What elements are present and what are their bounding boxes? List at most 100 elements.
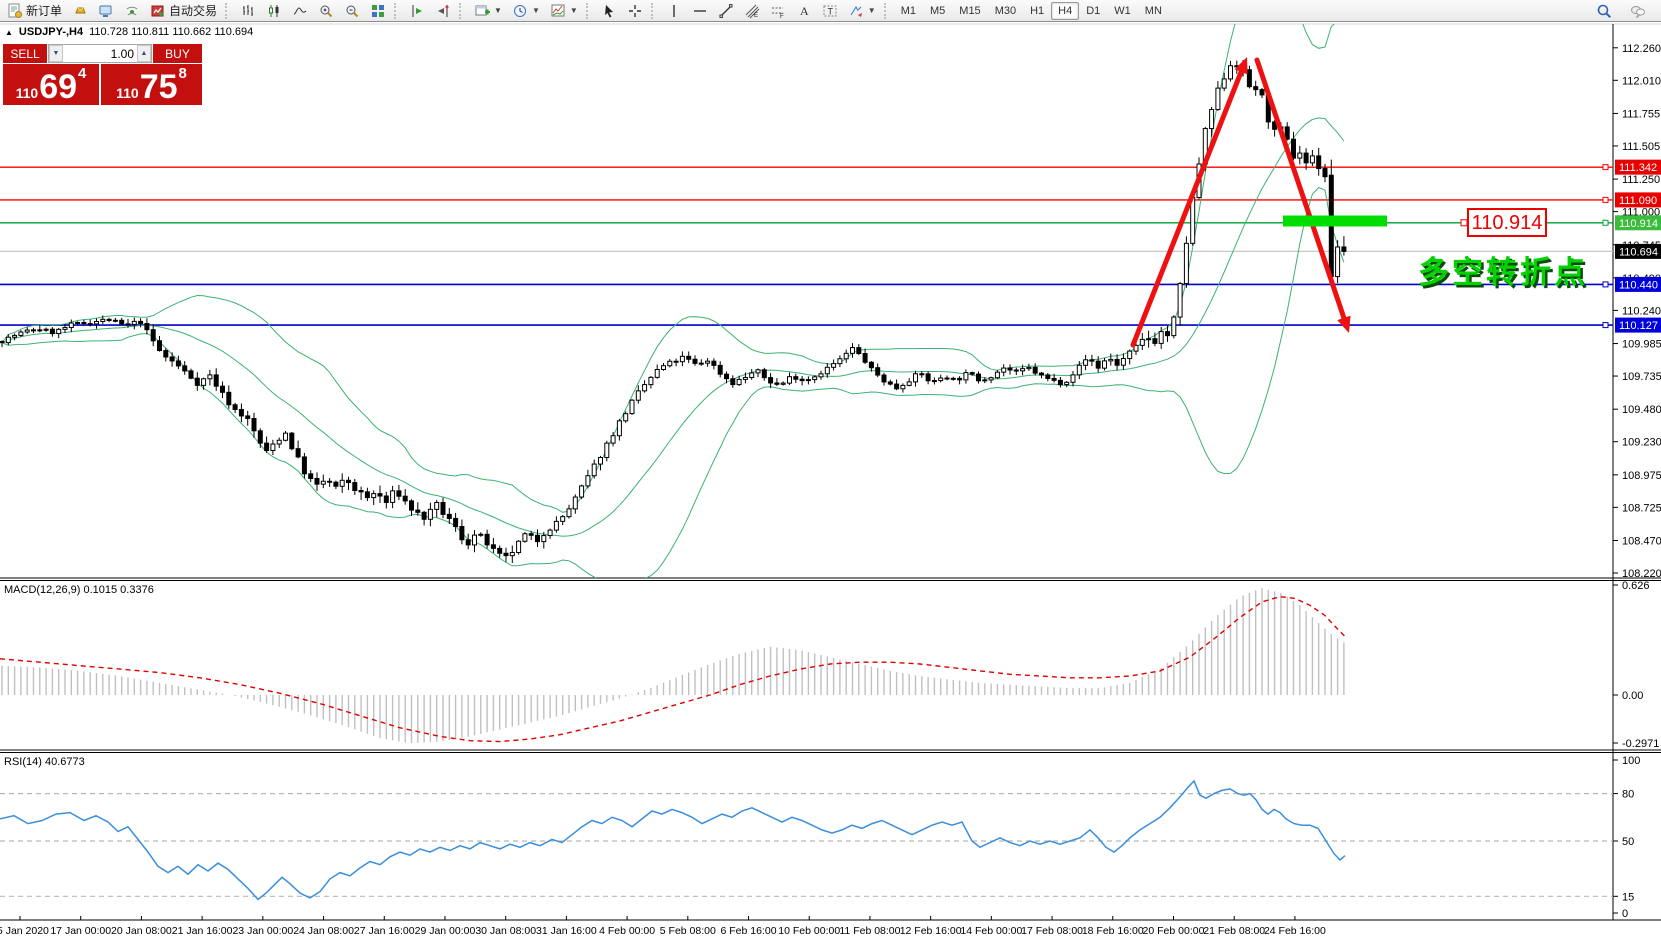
- time-axis-label: 24 Feb 16:00: [1264, 925, 1326, 937]
- shapes-icon[interactable]: ▼: [843, 2, 881, 20]
- sell-price-button[interactable]: 110 69 4: [3, 64, 99, 105]
- price-tick: 111.755: [1622, 108, 1660, 120]
- price-chart-canvas[interactable]: 110.914多空转折点多空转折点112.260112.010111.75511…: [0, 22, 1661, 943]
- price-tick: 112.010: [1622, 75, 1661, 87]
- auto-scroll-icon[interactable]: [404, 2, 430, 20]
- tile-windows-icon[interactable]: [365, 2, 391, 20]
- hline-icon[interactable]: [687, 2, 713, 20]
- price-tick: 109.230: [1622, 437, 1661, 449]
- crosshair-icon[interactable]: [622, 2, 648, 20]
- timeframe-mn[interactable]: MN: [1144, 4, 1162, 17]
- cn-annotation-text: 多空转折点: [1421, 258, 1591, 293]
- collapse-triangle-icon[interactable]: ▲: [5, 27, 13, 37]
- price-label-110914: 110.914: [1472, 212, 1543, 234]
- text-icon[interactable]: A: [791, 2, 817, 20]
- timeframe-h4[interactable]: H4: [1051, 1, 1080, 20]
- price-tick: 109.480: [1622, 404, 1661, 416]
- dropdown-arrow-icon[interactable]: ▼: [531, 6, 540, 15]
- timeframe-m5[interactable]: M5: [930, 4, 946, 17]
- channel-icon[interactable]: F: [765, 2, 791, 20]
- time-axis-label: 4 Feb 00:00: [599, 925, 655, 937]
- indicators-icon[interactable]: ▼: [545, 2, 583, 20]
- fibo-icon[interactable]: E: [739, 2, 765, 20]
- price-tick: 111.250: [1622, 174, 1660, 186]
- price-badge: 110.914: [1619, 218, 1658, 230]
- macd-label: MACD(12,26,9) 0.1015 0.3376: [4, 584, 154, 596]
- toolbar-separator: [650, 2, 658, 19]
- vline-icon[interactable]: [661, 2, 687, 20]
- buy-button[interactable]: BUY: [152, 44, 202, 63]
- label-icon[interactable]: T: [817, 2, 843, 20]
- timeframe-d1[interactable]: D1: [1086, 4, 1101, 17]
- toolbar-separator: [225, 2, 232, 19]
- time-axis-label: 11 Feb 08:00: [839, 925, 900, 937]
- zoom-in-icon[interactable]: [313, 2, 339, 20]
- rsi-axis-tick: 100: [1622, 755, 1640, 767]
- timeframe-w1[interactable]: W1: [1114, 4, 1131, 17]
- buy-price-button[interactable]: 110 75 8: [101, 64, 202, 105]
- price-tick: 108.725: [1622, 502, 1661, 514]
- timeframe-m15[interactable]: M15: [959, 4, 981, 17]
- dropdown-arrow-icon[interactable]: ▼: [569, 6, 578, 15]
- svg-text:A: A: [800, 4, 809, 18]
- chart-shift-icon[interactable]: [430, 2, 456, 20]
- price-badge: 110.694: [1619, 246, 1658, 258]
- line-chart-icon[interactable]: [287, 2, 313, 20]
- dropdown-arrow-icon[interactable]: ▼: [494, 6, 502, 15]
- chart-window[interactable]: 110.914 多空转折点 多空转折点 112.260 112.010 111.755 11…: [0, 22, 1661, 943]
- one-click-trading-panel: SELL ▼ ▲ BUY 110 69 4 110 75 8: [3, 44, 202, 105]
- timeframe-h1[interactable]: H1: [1030, 4, 1045, 17]
- macd-axis-tick: -0.2971: [1622, 738, 1659, 750]
- candle-chart-icon[interactable]: [261, 2, 287, 20]
- rsi-axis-tick: 0: [1622, 908, 1628, 920]
- volume-control: ▼ ▲: [48, 44, 152, 63]
- time-axis-label: 20 Jan 08:00: [111, 925, 172, 937]
- buy-price-main: 75: [139, 68, 178, 107]
- bar-chart-icon[interactable]: [235, 2, 261, 20]
- sell-button[interactable]: SELL: [3, 44, 48, 63]
- toolbar: 新订单 自动交易 ▼ ▼ ▼ E F A T ▼ M1 M5 M15 M30 H1 H4 D1 W1 MN: [0, 0, 1661, 22]
- cn-annotation-text: 多空转折点: [1418, 255, 1588, 290]
- gold-icon[interactable]: [67, 2, 93, 20]
- buy-price-pip: 8: [178, 65, 187, 82]
- time-axis-label: 21 Feb 08:00: [1203, 925, 1265, 937]
- period-icon[interactable]: ▼: [507, 2, 545, 20]
- macd-axis-tick: 0.00: [1622, 690, 1643, 702]
- svg-text:F: F: [780, 14, 784, 19]
- search-icon[interactable]: [1591, 2, 1617, 20]
- symbol-name: USDJPY-,H4: [18, 26, 84, 38]
- rsi-label: RSI(14) 40.6773: [4, 756, 85, 768]
- chat-icon[interactable]: [1625, 2, 1651, 20]
- ohlc-values: 110.728 110.811 110.662 110.694: [89, 26, 254, 38]
- sell-price-prefix: 110: [15, 85, 39, 101]
- time-axis-label: 31 Jan 16:00: [536, 925, 597, 937]
- button-autotrade[interactable]: 自动交易: [145, 2, 222, 20]
- signal-icon[interactable]: [119, 2, 145, 20]
- toolbar-separator: [459, 2, 466, 19]
- zoom-out-icon[interactable]: [339, 2, 365, 20]
- dropdown-arrow-icon[interactable]: ▼: [867, 6, 876, 15]
- sell-price-main: 69: [39, 68, 78, 107]
- volume-input[interactable]: [63, 45, 137, 62]
- volume-decrease-button[interactable]: ▼: [49, 45, 63, 62]
- time-axis-label: 24 Jan 08:00: [293, 925, 354, 937]
- trendline-icon[interactable]: [713, 2, 739, 20]
- monitor-icon[interactable]: [93, 2, 119, 20]
- time-axis-label: 17 Jan 00:00: [50, 925, 111, 937]
- timeframe-m1[interactable]: M1: [900, 4, 916, 17]
- cursor-icon[interactable]: [596, 2, 622, 20]
- time-axis-label: 5 Feb 08:00: [660, 925, 716, 937]
- volume-increase-button[interactable]: ▲: [137, 45, 151, 62]
- time-axis-label: 17 Feb 08:00: [1021, 925, 1083, 937]
- price-tick: 110.240: [1622, 305, 1661, 317]
- button-new-order[interactable]: 新订单: [2, 2, 67, 20]
- price-tick: 109.985: [1622, 339, 1661, 351]
- new-chart-icon[interactable]: ▼: [469, 2, 507, 20]
- price-tick: 108.470: [1622, 536, 1661, 548]
- time-axis-label: 27 Jan 16:00: [354, 925, 415, 937]
- rsi-axis-tick: 15: [1622, 891, 1634, 903]
- time-axis-label: 30 Jan 08:00: [475, 925, 536, 937]
- timeframe-m30[interactable]: M30: [994, 4, 1017, 17]
- rsi-axis-tick: 50: [1622, 836, 1634, 848]
